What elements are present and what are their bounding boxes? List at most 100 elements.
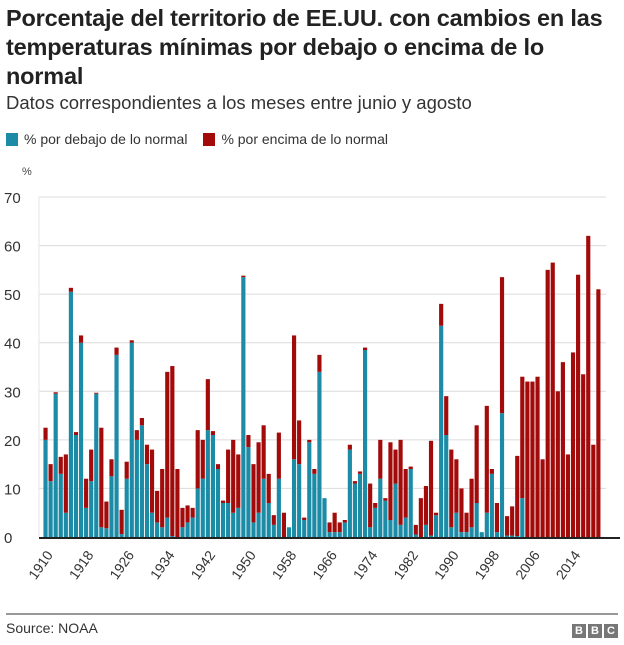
bbc-logo-letter: C bbox=[604, 624, 618, 638]
bar-below-normal bbox=[160, 527, 165, 537]
y-tick-label: 40 bbox=[4, 336, 21, 353]
x-tick-label: 2006 bbox=[512, 547, 543, 582]
bar-below-normal bbox=[515, 536, 520, 537]
bar-below-normal bbox=[246, 447, 251, 537]
bar-below-normal bbox=[444, 435, 449, 537]
bar-above-normal bbox=[373, 503, 378, 508]
bar-below-normal bbox=[236, 507, 241, 537]
bar-above-normal bbox=[144, 444, 150, 465]
bar-below-normal bbox=[469, 527, 474, 537]
bar-below-normal bbox=[200, 478, 205, 537]
bar-below-normal bbox=[134, 439, 139, 537]
bar-below-normal bbox=[428, 535, 434, 537]
bar-above-normal bbox=[231, 439, 236, 513]
bar-below-normal bbox=[99, 527, 104, 537]
bar-below-normal bbox=[357, 473, 363, 537]
bar-below-normal bbox=[286, 527, 292, 537]
bar-above-normal bbox=[383, 498, 388, 501]
bar-chart: % 0 10 20 30 40 50 60 70 1910 1918 1926 1934 1942 19… bbox=[4, 166, 620, 582]
bar-above-normal bbox=[459, 488, 464, 533]
legend-item-below: % por debajo de lo normal bbox=[6, 131, 187, 147]
bar-below-normal bbox=[408, 469, 413, 537]
bar-below-normal bbox=[119, 534, 124, 537]
bar-above-normal bbox=[474, 425, 479, 503]
bar-below-normal bbox=[78, 342, 84, 537]
bar-above-normal bbox=[428, 440, 434, 536]
x-tick-label: 1982 bbox=[390, 547, 421, 582]
bar-below-normal bbox=[58, 473, 63, 537]
bar-below-normal bbox=[271, 524, 276, 537]
bar-below-normal bbox=[129, 342, 134, 537]
bar-above-normal bbox=[89, 449, 94, 482]
bar-above-normal bbox=[53, 392, 58, 394]
bar-above-normal bbox=[119, 509, 124, 535]
bar-below-normal bbox=[312, 473, 317, 537]
bar-above-normal bbox=[104, 501, 109, 529]
bar-above-normal bbox=[236, 454, 241, 508]
bar-above-normal bbox=[454, 459, 459, 513]
bar-above-normal bbox=[560, 362, 565, 537]
bar-below-normal bbox=[144, 464, 150, 537]
bar-above-normal bbox=[281, 512, 287, 537]
bar-above-normal bbox=[246, 435, 251, 448]
bar-above-normal bbox=[357, 471, 363, 474]
bar-below-normal bbox=[494, 532, 500, 537]
bar-below-normal bbox=[266, 503, 271, 537]
bar-below-normal bbox=[434, 515, 439, 537]
bar-above-normal bbox=[190, 507, 195, 518]
bar-above-normal bbox=[362, 347, 368, 350]
legend-swatch-above bbox=[203, 132, 216, 146]
bar-above-normal bbox=[155, 490, 160, 523]
bar-above-normal bbox=[215, 464, 221, 469]
bar-above-normal bbox=[94, 392, 99, 394]
x-tick-label: 1926 bbox=[106, 547, 137, 582]
bar-below-normal bbox=[474, 503, 479, 537]
y-tick-label: 30 bbox=[4, 384, 21, 401]
bar-below-normal bbox=[256, 512, 261, 537]
x-tick-label: 1934 bbox=[147, 547, 178, 582]
bar-below-normal bbox=[53, 393, 58, 537]
bar-below-normal bbox=[291, 459, 297, 537]
bar-above-normal bbox=[114, 347, 119, 355]
bar-below-normal bbox=[342, 522, 347, 537]
chart-title: Porcentaje del territorio de EE.UU. con … bbox=[6, 5, 603, 89]
bar-below-normal bbox=[510, 535, 515, 537]
bar-above-normal bbox=[535, 376, 540, 537]
x-tick-label: 1950 bbox=[228, 547, 259, 582]
bar-above-normal bbox=[408, 466, 413, 469]
x-tick-label: 1990 bbox=[431, 547, 462, 582]
bar-above-normal bbox=[43, 427, 48, 440]
bbc-logo: B B C bbox=[570, 624, 618, 638]
bar-below-normal bbox=[368, 527, 373, 537]
bar-below-normal bbox=[251, 522, 256, 537]
bar-above-normal bbox=[307, 439, 312, 443]
bar-below-normal bbox=[165, 517, 170, 537]
bar-below-normal bbox=[352, 483, 358, 537]
bar-below-normal bbox=[489, 473, 494, 537]
bar-below-normal bbox=[195, 488, 200, 537]
x-tick-label: 1918 bbox=[66, 547, 97, 582]
bar-below-normal bbox=[89, 481, 94, 537]
bar-above-normal bbox=[175, 469, 180, 537]
bar-above-normal bbox=[449, 449, 454, 528]
legend-label-below: % por debajo de lo normal bbox=[24, 131, 188, 147]
bar-above-normal bbox=[520, 376, 525, 499]
y-axis-unit-label: % bbox=[22, 166, 32, 178]
chart-subtitle: Datos correspondientes a los meses entre… bbox=[6, 92, 472, 113]
bar-below-normal bbox=[124, 478, 129, 537]
bar-below-normal bbox=[215, 469, 221, 537]
bbc-logo-letter: B bbox=[572, 624, 586, 638]
bar-above-normal bbox=[545, 269, 550, 537]
bar-above-normal bbox=[570, 352, 576, 537]
y-tick-label: 20 bbox=[4, 433, 21, 450]
bar-below-normal bbox=[459, 532, 464, 537]
bar-above-normal bbox=[302, 517, 307, 520]
bar-below-normal bbox=[226, 503, 231, 537]
bar-above-normal bbox=[134, 430, 139, 440]
bar-above-normal bbox=[550, 262, 555, 537]
bar-above-normal bbox=[418, 498, 423, 537]
bar-above-normal bbox=[581, 374, 586, 537]
bar-below-normal bbox=[297, 464, 302, 537]
bar-above-normal bbox=[276, 432, 281, 479]
bar-below-normal bbox=[241, 277, 246, 537]
